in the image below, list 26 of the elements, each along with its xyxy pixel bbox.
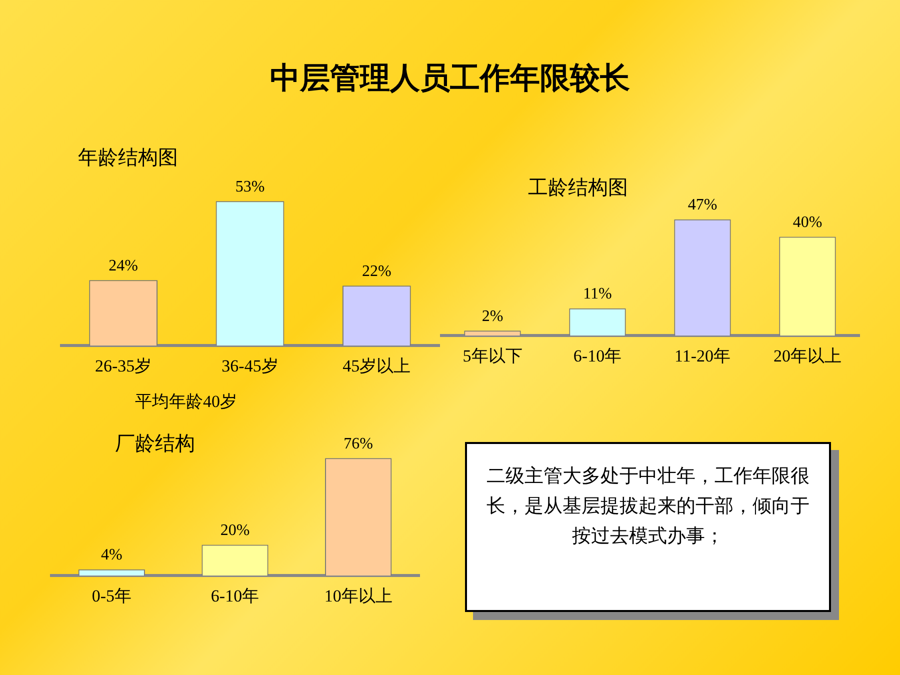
data-label: 47% xyxy=(688,196,718,214)
data-label: 20% xyxy=(220,522,250,539)
x-tick-label: 0-5年 xyxy=(92,586,132,606)
data-label: 40% xyxy=(792,214,822,231)
x-tick-label: 5年以下 xyxy=(462,346,522,366)
chart-subtitle: 工龄结构图 xyxy=(528,176,628,201)
data-label: 11% xyxy=(583,286,612,303)
x-tick-label: 26-35岁 xyxy=(94,356,152,376)
x-tick-label: 6-10年 xyxy=(210,586,260,606)
data-label: 22% xyxy=(362,262,392,280)
data-label: 2% xyxy=(482,308,504,325)
chart-title: 中层管理人员工作年限较长 xyxy=(269,61,631,97)
x-tick-label: 36-45岁 xyxy=(222,356,278,376)
x-tick-label: 45岁以上 xyxy=(342,356,411,376)
x-tick-label: 20年以上 xyxy=(774,346,842,366)
chart-subtitle: 厂龄结构 xyxy=(115,432,195,457)
data-label: 24% xyxy=(108,257,138,274)
x-tick-label: 10年以上 xyxy=(324,586,392,606)
text: 平均年龄40岁 xyxy=(135,391,237,413)
x-tick-label: 6-10年 xyxy=(573,346,622,366)
x-tick-label: 11-20年 xyxy=(674,346,731,366)
data-label: 76% xyxy=(344,435,373,452)
chart-subtitle: 年龄结构图 xyxy=(78,146,178,171)
data-label: 53% xyxy=(235,178,265,196)
text: 二级主管大多处于中壮年，工作年限很长，是从基层提拔起来的干部，倾向于按过去模式办事； xyxy=(465,442,831,612)
data-label: 4% xyxy=(101,546,122,564)
